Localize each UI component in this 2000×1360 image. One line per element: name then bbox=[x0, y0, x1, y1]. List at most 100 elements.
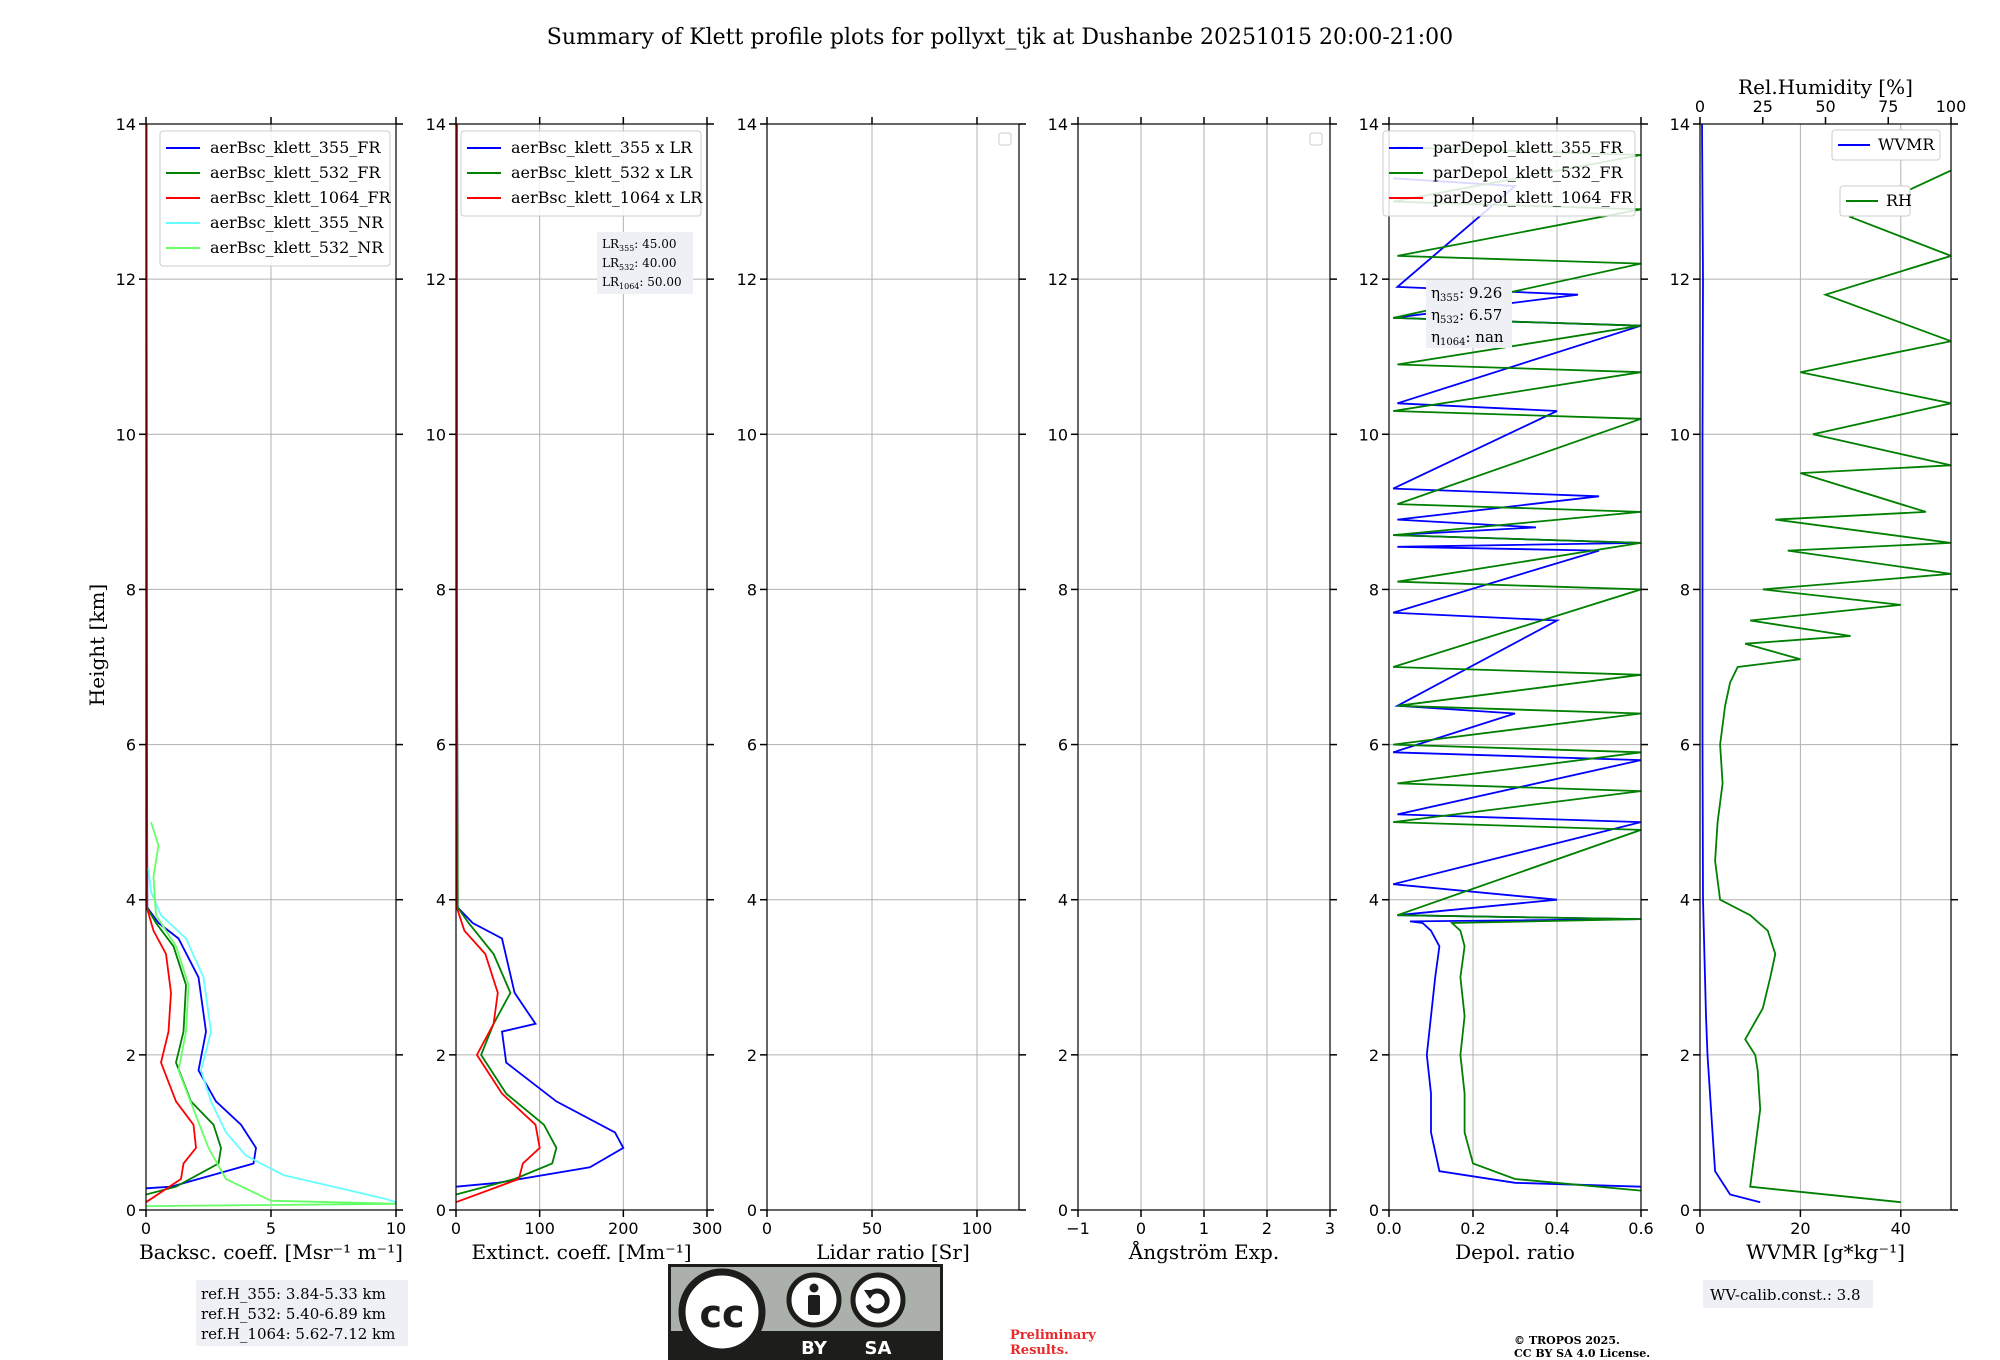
cc-sa-text: SA bbox=[865, 1338, 892, 1359]
y-tick-label: 0 bbox=[747, 1201, 757, 1220]
x2-tick-label: 25 bbox=[1753, 97, 1773, 116]
y-tick-label: 0 bbox=[1058, 1201, 1068, 1220]
y-tick-label: 0 bbox=[126, 1201, 136, 1220]
x2-tick-label: 100 bbox=[1936, 97, 1967, 116]
y-tick-label: 6 bbox=[1369, 736, 1379, 755]
y-tick-label: 6 bbox=[126, 736, 136, 755]
y-tick-label: 8 bbox=[436, 580, 446, 599]
series-line-aerBsc_klett_1064_FR bbox=[146, 124, 197, 1203]
y-tick-label: 12 bbox=[1670, 270, 1690, 289]
x-axis-label: Lidar ratio [Sr] bbox=[816, 1240, 970, 1264]
series-line-parDepol_klett_355_FR bbox=[1392, 177, 1641, 1188]
panel-6: 0 2 4 6 8 10 12 14 0 20 40 0 25 50 75 100 Rel.Humidity [… bbox=[1670, 75, 1967, 1264]
legend-frame bbox=[159, 130, 391, 267]
y-tick-label: 2 bbox=[126, 1046, 136, 1065]
lr355-text: LR355: 45.00 bbox=[602, 237, 677, 253]
legend-label: parDepol_klett_355_FR bbox=[1433, 138, 1624, 157]
y-tick-label: 10 bbox=[116, 425, 136, 444]
x-tick-label: 0.4 bbox=[1544, 1219, 1569, 1238]
ref-info-355: ref.H_355: 3.84-5.33 km bbox=[201, 1285, 386, 1303]
y-tick-label: 10 bbox=[1048, 425, 1068, 444]
y-tick-label: 4 bbox=[436, 891, 446, 910]
cc-license-badge: cc BY SA bbox=[668, 1264, 943, 1360]
x2-tick-label: 75 bbox=[1878, 97, 1898, 116]
legend-frame bbox=[1309, 132, 1323, 146]
x-tick-label: 0 bbox=[762, 1219, 772, 1238]
legend-frame bbox=[1382, 130, 1636, 217]
x2-tick-label: 0 bbox=[1695, 97, 1705, 116]
cc-by-text: BY bbox=[801, 1338, 828, 1359]
lr1064-text: LR1064: 50.00 bbox=[602, 275, 682, 291]
x-tick-label: −1 bbox=[1066, 1219, 1090, 1238]
y-tick-label: 2 bbox=[1058, 1046, 1068, 1065]
x-tick-label: 2 bbox=[1262, 1219, 1272, 1238]
legend-frame bbox=[1831, 129, 1941, 161]
y-tick-label: 4 bbox=[1058, 891, 1068, 910]
y-tick-label: 12 bbox=[1359, 270, 1379, 289]
axes-frame bbox=[766, 123, 1020, 1211]
legend-panel-1: aerBsc_klett_355_FR aerBsc_klett_532_FRae… bbox=[159, 130, 392, 267]
y-tick-label: 14 bbox=[116, 115, 136, 134]
y-axis-label: Height [km] bbox=[85, 584, 109, 706]
legend-label: aerBsc_klett_1064_FR bbox=[210, 188, 392, 207]
y-tick-label: 6 bbox=[747, 736, 757, 755]
empty-legend-panel-4 bbox=[1309, 132, 1323, 146]
x2-tick-label: 50 bbox=[1815, 97, 1835, 116]
y-tick-label: 0 bbox=[1680, 1201, 1690, 1220]
legend-WVMR: WVMR bbox=[1831, 129, 1941, 161]
x-tick-label: 5 bbox=[266, 1219, 276, 1238]
x-tick-label: 50 bbox=[862, 1219, 882, 1238]
panel-1: 0 2 4 6 8 10 12 14 0 5 10 Backsc. coeff. [Msr⁻¹ m⁻¹… bbox=[116, 115, 407, 1264]
x2-axis-label: Rel.Humidity [%] bbox=[1738, 75, 1913, 99]
axes-frame bbox=[1388, 123, 1642, 1211]
x-tick-label: 0 bbox=[141, 1219, 151, 1238]
legend-label: aerBsc_klett_355_FR bbox=[210, 138, 381, 157]
series-line-RH bbox=[1714, 169, 1951, 1204]
y-tick-label: 10 bbox=[426, 425, 446, 444]
legend-panel-5: parDepol_klett_355_FR parDepol_klett_532_… bbox=[1382, 130, 1636, 217]
wv-calib-text: WV-calib.const.: 3.8 bbox=[1710, 1286, 1861, 1304]
y-tick-label: 0 bbox=[1369, 1201, 1379, 1220]
legend-label: aerBsc_klett_532_NR bbox=[210, 238, 384, 257]
y-tick-label: 8 bbox=[747, 580, 757, 599]
x-axis-label: Ångström Exp. bbox=[1128, 1239, 1279, 1264]
x-tick-label: 100 bbox=[524, 1219, 555, 1238]
series-line-parDepol_klett_532_FR bbox=[1392, 146, 1641, 1192]
legend-label: aerBsc_klett_355_NR bbox=[210, 213, 384, 232]
y-tick-label: 4 bbox=[747, 891, 757, 910]
y-tick-label: 4 bbox=[126, 891, 136, 910]
x-axis-label: Depol. ratio bbox=[1455, 1240, 1575, 1264]
legend-label: RH bbox=[1886, 191, 1912, 210]
svg-text:cc: cc bbox=[699, 1292, 744, 1336]
series-line-aerBsc_klett_532_NR bbox=[146, 821, 396, 1207]
legend-RH: RH bbox=[1839, 185, 1912, 217]
series-line-aerBsc_klett_355 x LR bbox=[456, 124, 625, 1188]
y-tick-label: 2 bbox=[436, 1046, 446, 1065]
x-tick-label: 0 bbox=[451, 1219, 461, 1238]
y-tick-label: 2 bbox=[1369, 1046, 1379, 1065]
legend-label: aerBsc_klett_1064 x LR bbox=[511, 188, 703, 207]
legend-label: parDepol_klett_1064_FR bbox=[1433, 188, 1634, 207]
panel-5: 0 2 4 6 8 10 12 14 0.0 0.2 0.4 0.6 Depol. ratio parDe… bbox=[1359, 115, 1654, 1264]
x-tick-label: 0 bbox=[1695, 1219, 1705, 1238]
x-tick-label: 40 bbox=[1891, 1219, 1911, 1238]
x-tick-label: 10 bbox=[386, 1219, 406, 1238]
y-tick-label: 2 bbox=[747, 1046, 757, 1065]
y-tick-label: 14 bbox=[737, 115, 757, 134]
x-tick-label: 300 bbox=[692, 1219, 723, 1238]
lidar-ratio-box: LR355: 45.00 LR532: 40.00 LR1064: 50.00 bbox=[597, 232, 693, 294]
x-axis-label: Extinct. coeff. [Mm⁻¹] bbox=[471, 1240, 691, 1264]
series-line-aerBsc_klett_532 x LR bbox=[456, 124, 558, 1196]
y-tick-label: 8 bbox=[1369, 580, 1379, 599]
y-tick-label: 14 bbox=[1670, 115, 1690, 134]
y-tick-label: 10 bbox=[737, 425, 757, 444]
x-axis-label: WVMR [g*kg⁻¹] bbox=[1746, 1240, 1905, 1264]
legend-label: aerBsc_klett_355 x LR bbox=[511, 138, 693, 157]
cc-logo-icon bbox=[678, 1268, 766, 1356]
series-line-aerBsc_klett_1064 x LR bbox=[456, 124, 541, 1204]
x-tick-label: 1 bbox=[1199, 1219, 1209, 1238]
x-tick-label: 0 bbox=[1136, 1219, 1146, 1238]
y-tick-label: 6 bbox=[436, 736, 446, 755]
